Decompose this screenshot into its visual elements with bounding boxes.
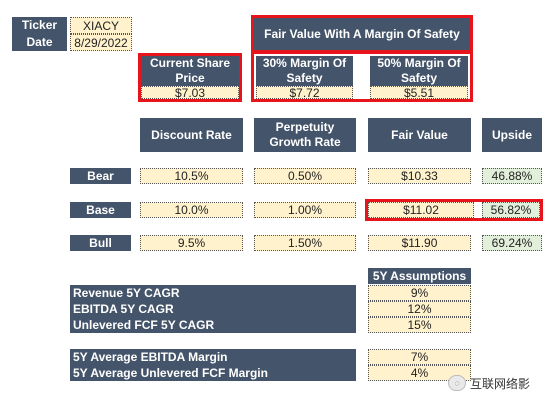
col-upside: Upside <box>482 118 542 152</box>
current-price-box: Current Share Price $7.03 <box>138 53 242 102</box>
fcf-cagr-value[interactable]: 15% <box>368 317 471 333</box>
watermark-text: 互联网络影 <box>470 376 531 391</box>
revenue-cagr-value[interactable]: 9% <box>368 285 471 301</box>
col-perpetuity-growth: Perpetuity Growth Rate <box>254 118 356 152</box>
bear-fair-value[interactable]: $10.33 <box>368 168 471 184</box>
base-upside[interactable]: 56.82% <box>482 202 540 218</box>
bull-upside[interactable]: 69.24% <box>482 235 542 251</box>
base-discount-rate[interactable]: 10.0% <box>140 202 243 218</box>
fair-value-margin-header: Fair Value With A Margin Of Safety <box>251 15 473 53</box>
col-discount-rate: Discount Rate <box>140 118 243 152</box>
scenario-bear: Bear <box>70 168 131 184</box>
base-perpetuity[interactable]: 1.00% <box>254 202 356 218</box>
margin-of-safety-box: 30% Margin Of Safety $7.72 50% Margin Of… <box>251 51 473 102</box>
scenario-bull: Bull <box>70 235 131 251</box>
bull-fair-value[interactable]: $11.90 <box>368 235 471 251</box>
ticker-label: Ticker <box>12 17 67 34</box>
ebitda-cagr-label: EBITDA 5Y CAGR <box>73 302 174 316</box>
watermark: ◌ 互联网络影 <box>448 374 552 392</box>
ebitda-cagr-value[interactable]: 12% <box>368 301 471 317</box>
current-price-label: Current Share Price <box>141 56 239 86</box>
base-highlight-box <box>365 199 543 221</box>
fcf-margin-label: 5Y Average Unlevered FCF Margin <box>73 366 268 380</box>
col-fair-value: Fair Value <box>368 118 471 152</box>
scenario-base: Base <box>70 202 131 218</box>
wechat-icon: ◌ <box>448 375 466 391</box>
cagr-label-block: Revenue 5Y CAGR EBITDA 5Y CAGR Unlevered… <box>70 285 356 333</box>
bull-discount-rate[interactable]: 9.5% <box>140 235 243 251</box>
bear-perpetuity[interactable]: 0.50% <box>254 168 356 184</box>
assumptions-header: 5Y Assumptions <box>368 268 471 284</box>
fcf-cagr-label: Unlevered FCF 5Y CAGR <box>73 318 215 332</box>
bear-discount-rate[interactable]: 10.5% <box>140 168 243 184</box>
fcf-margin-value[interactable]: 4% <box>368 365 471 381</box>
ebitda-margin-label: 5Y Average EBITDA Margin <box>73 350 228 364</box>
date-value[interactable]: 8/29/2022 <box>70 34 132 51</box>
base-fair-value[interactable]: $11.02 <box>368 202 474 218</box>
margin-label-block: 5Y Average EBITDA Margin 5Y Average Unle… <box>70 349 356 381</box>
bull-perpetuity[interactable]: 1.50% <box>254 235 356 251</box>
mos30-value[interactable]: $7.72 <box>256 86 353 100</box>
mos30-label: 30% Margin Of Safety <box>256 56 353 86</box>
mos50-label: 50% Margin Of Safety <box>370 56 468 86</box>
revenue-cagr-label: Revenue 5Y CAGR <box>73 286 180 300</box>
bear-upside[interactable]: 46.88% <box>482 168 542 184</box>
ticker-value[interactable]: XIACY <box>70 17 132 34</box>
date-label: Date <box>12 34 67 51</box>
mos50-value[interactable]: $5.51 <box>370 86 468 100</box>
ebitda-margin-value[interactable]: 7% <box>368 349 471 365</box>
current-price-value[interactable]: $7.03 <box>141 86 239 100</box>
